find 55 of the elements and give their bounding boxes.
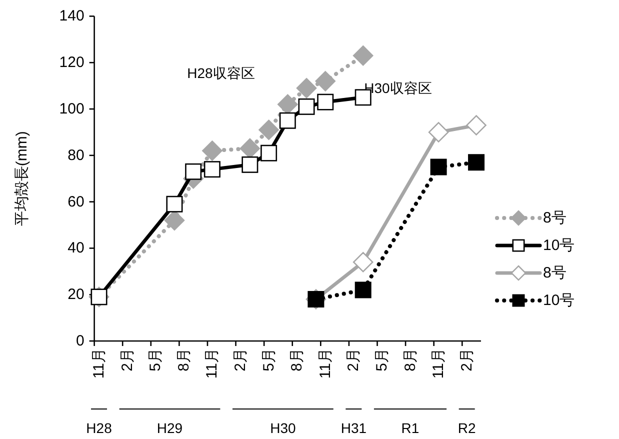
- y-tick-label: 0: [76, 332, 84, 350]
- legend-label: 10号: [543, 292, 575, 309]
- point: [315, 71, 336, 92]
- y-tick-label: 120: [59, 54, 84, 72]
- point: [204, 161, 220, 178]
- legend-label: 8号: [543, 264, 566, 282]
- point: [202, 140, 222, 161]
- point: [430, 158, 447, 176]
- y-tick-label: 40: [68, 240, 84, 257]
- point: [468, 154, 485, 171]
- point: [354, 282, 372, 298]
- x-tick-label: 5月: [373, 348, 390, 372]
- annotation: H30収容区: [364, 80, 432, 96]
- y-tick-label: 140: [59, 8, 84, 25]
- x-tick-label: 8月: [288, 348, 306, 372]
- point: [317, 94, 334, 110]
- x-tick-label: 2月: [232, 348, 249, 372]
- point: [279, 112, 296, 129]
- text: H31: [340, 420, 367, 436]
- point: [466, 115, 486, 136]
- point: [242, 156, 258, 173]
- y-tick-label: 60: [68, 193, 84, 210]
- point: [258, 120, 279, 140]
- y-tick-label: 20: [68, 286, 84, 304]
- x-tick-label: 5月: [260, 348, 278, 372]
- text: R2: [458, 420, 476, 436]
- x-tick-label: 8月: [175, 348, 192, 372]
- x-tick-label: 2月: [458, 348, 476, 372]
- y-tick-label: 100: [59, 100, 84, 118]
- point: [260, 144, 278, 162]
- legend-label: 8号: [543, 210, 566, 226]
- annotation: H28収容区: [187, 65, 255, 81]
- x-tick-label: 2月: [118, 348, 136, 372]
- text: H28: [86, 420, 112, 436]
- y-tick-label: 80: [68, 146, 84, 164]
- point: [166, 196, 183, 212]
- x-tick-label: 11月: [430, 348, 448, 379]
- point: [352, 252, 374, 272]
- point: [185, 163, 202, 180]
- text: H30: [270, 420, 296, 436]
- legend-label: 10号: [543, 237, 575, 254]
- text: H29: [156, 420, 183, 436]
- x-tick-label: 5月: [147, 348, 164, 372]
- point: [164, 210, 185, 231]
- x-tick-label: 11月: [316, 348, 334, 379]
- point: [352, 45, 374, 66]
- x-tick-label: 11月: [204, 348, 221, 379]
- point: [428, 122, 449, 142]
- x-tick-label: 11月: [90, 348, 108, 379]
- point: [296, 78, 317, 98]
- x-tick-label: 2月: [345, 348, 362, 372]
- x-tick-label: 8月: [402, 348, 419, 372]
- point: [298, 98, 315, 115]
- y-axis-title: 平均殻長(mm): [14, 131, 30, 226]
- text: R1: [401, 420, 420, 436]
